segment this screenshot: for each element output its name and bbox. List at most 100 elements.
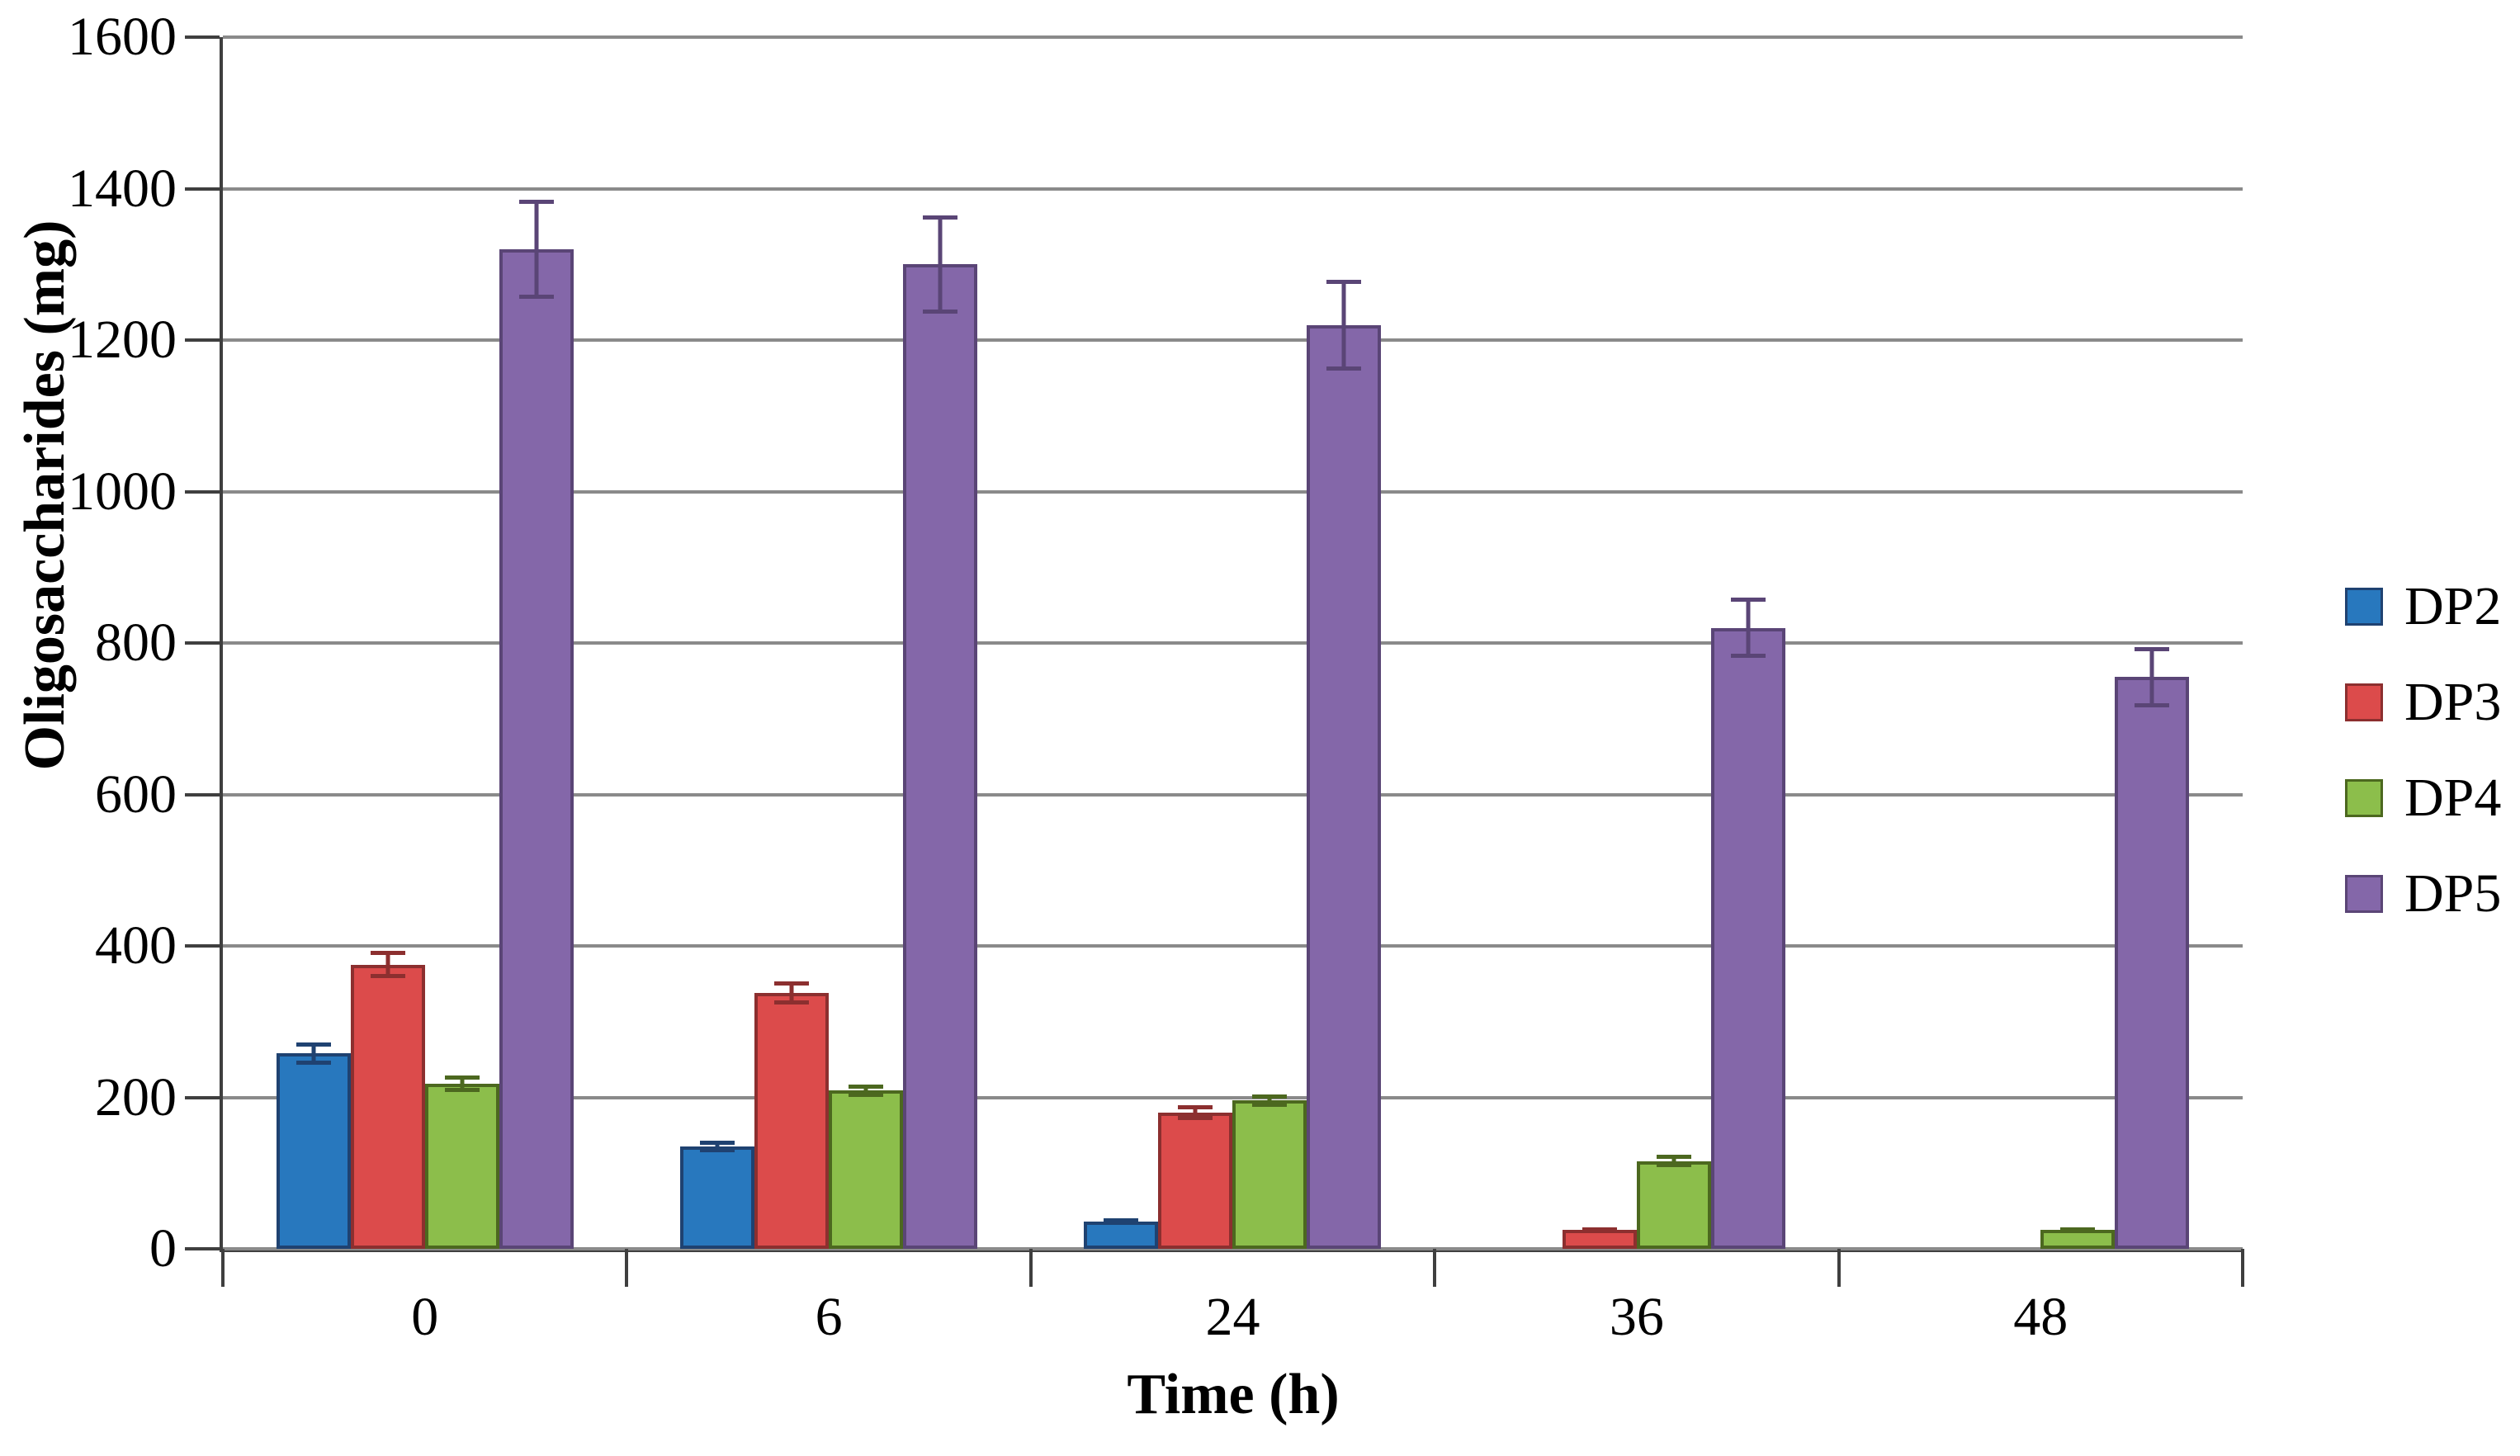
error-bar-cap [1582, 1227, 1617, 1232]
y-tick-label-800: 800 [95, 612, 177, 673]
y-axis-tick [185, 792, 220, 797]
category-group-48 [1839, 37, 2243, 1249]
bar-DP3-24 [1158, 1112, 1233, 1249]
bar-cluster [1892, 646, 2190, 1249]
bar-slot-DP5-6 [903, 215, 978, 1249]
category-group-24 [1031, 37, 1435, 1249]
bar-DP4-6 [829, 1090, 904, 1249]
bar-DP2-6 [680, 1146, 755, 1249]
bar-DP3-36 [1562, 1230, 1637, 1249]
error-bar-cap [1326, 366, 1362, 371]
x-axis-tick [1028, 1249, 1033, 1287]
y-tick-label-600: 600 [95, 763, 177, 825]
legend-swatch-DP4 [2345, 779, 2383, 817]
legend-item-DP4: DP4 [2345, 769, 2501, 827]
legend-label-DP4: DP4 [2404, 768, 2502, 828]
gridline-y-800 [223, 641, 2243, 645]
bar-slot-DP4-48 [2040, 1227, 2116, 1249]
error-bar-stem [1267, 1094, 1272, 1107]
bar-DP5-48 [2115, 677, 2190, 1249]
error-bar-cap [1730, 597, 1766, 602]
bar-DP5-6 [903, 264, 978, 1249]
error-bar-stem [460, 1075, 465, 1093]
y-axis-line [220, 37, 223, 1249]
error-bar-DP2-24 [1104, 1218, 1139, 1225]
bar-slot-DP5-24 [1307, 279, 1382, 1249]
error-bar-stem [863, 1084, 868, 1097]
bar-DP5-36 [1710, 627, 1785, 1249]
error-bar-DP5-24 [1326, 279, 1362, 371]
error-bar-cap [2060, 1227, 2096, 1232]
bar-DP4-36 [1636, 1161, 1711, 1249]
error-bar-cap [370, 974, 405, 979]
error-bar-cap [1326, 279, 1362, 284]
legend-label-DP5: DP5 [2404, 863, 2502, 924]
gridline-y-200 [223, 1095, 2243, 1099]
y-axis-tick [185, 944, 220, 948]
bar-slot-DP5-0 [499, 200, 574, 1249]
error-bar-cap [1178, 1104, 1213, 1109]
bar-DP4-48 [2040, 1230, 2116, 1249]
error-bar-stem [385, 951, 390, 979]
x-axis-title: Time (h) [1127, 1363, 1340, 1426]
error-bar-cap [1656, 1155, 1691, 1160]
bar-slot-DP5-36 [1710, 597, 1785, 1249]
error-bar-cap [774, 981, 810, 986]
legend-label-DP2: DP2 [2404, 576, 2502, 636]
error-bar-DP3-0 [370, 951, 405, 979]
x-tick-label-48: 48 [2013, 1287, 2068, 1347]
y-axis-tick [185, 1247, 220, 1250]
x-axis-tick [1837, 1249, 1841, 1287]
error-bar-stem [311, 1042, 316, 1066]
y-axis-tick [185, 641, 220, 645]
bar-slot-DP3-6 [754, 981, 830, 1249]
gridline-y-600 [223, 792, 2243, 797]
error-bar-cap [518, 294, 554, 299]
error-bar-cap [700, 1148, 735, 1153]
legend-swatch-DP2 [2345, 588, 2383, 626]
error-bar-cap [774, 1000, 810, 1005]
error-bar-DP4-24 [1252, 1094, 1288, 1107]
x-axis-tick [221, 1249, 225, 1287]
bar-DP4-0 [424, 1084, 499, 1249]
category-group-6 [626, 37, 1030, 1249]
x-tick-label-36: 36 [1609, 1287, 1664, 1347]
bar-cluster [680, 215, 978, 1249]
y-axis-tick [185, 338, 220, 342]
gridline-y-1200 [223, 338, 2243, 342]
error-bar-DP5-36 [1730, 597, 1766, 659]
y-tick-label-400: 400 [95, 915, 177, 976]
gridline-y-1000 [223, 489, 2243, 494]
bar-cluster [276, 200, 574, 1249]
error-bar-cap [2135, 703, 2170, 707]
error-bar-cap [1656, 1162, 1691, 1167]
y-tick-label-1200: 1200 [68, 310, 177, 370]
bar-slot-DP4-24 [1232, 1094, 1307, 1249]
gridline-y-1400 [223, 187, 2243, 191]
error-bar-cap [295, 1061, 331, 1066]
bar-DP2-24 [1084, 1221, 1159, 1249]
y-tick-label-1000: 1000 [68, 461, 177, 522]
error-bar-DP5-6 [923, 215, 958, 314]
bar-DP5-0 [499, 248, 574, 1249]
error-bar-cap [1730, 654, 1766, 659]
error-bar-DP4-36 [1656, 1155, 1691, 1167]
y-axis-tick [185, 1095, 220, 1099]
error-bar-DP4-6 [849, 1084, 884, 1097]
error-bar-DP3-24 [1178, 1104, 1213, 1121]
bar-slot-DP5-48 [2115, 646, 2190, 1249]
bar-DP4-24 [1232, 1100, 1307, 1249]
error-bar-cap [1252, 1102, 1288, 1107]
y-tick-label-200: 200 [95, 1066, 177, 1127]
error-bar-stem [1193, 1104, 1198, 1121]
error-bar-DP3-6 [774, 981, 810, 1005]
error-bar-cap [923, 309, 958, 314]
x-tick-label-24: 24 [1205, 1287, 1260, 1347]
bar-slot-DP4-0 [424, 1075, 499, 1249]
category-group-0 [223, 37, 626, 1249]
legend: DP2 DP3 DP4 DP5 [2345, 578, 2501, 961]
legend-label-DP3: DP3 [2404, 672, 2502, 732]
bar-slot-DP3-24 [1158, 1104, 1233, 1249]
error-bar-cap [1104, 1220, 1139, 1225]
y-tick-label-1400: 1400 [68, 158, 177, 219]
